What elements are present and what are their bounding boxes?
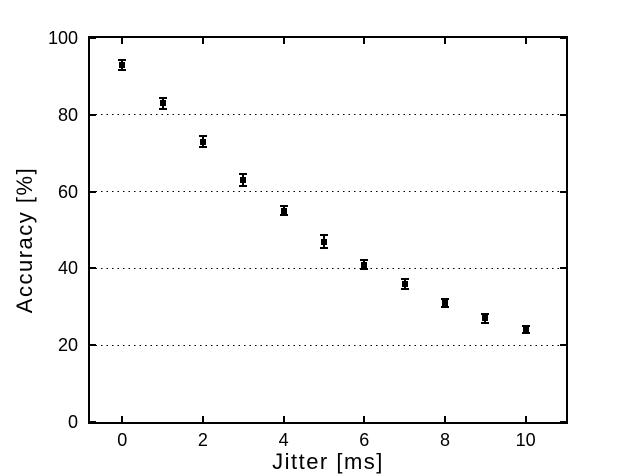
x-axis-label: Jitter [ms]	[272, 449, 384, 474]
y-tick-left	[90, 344, 96, 347]
error-bar-cap-top	[158, 96, 167, 99]
y-tick-left	[90, 190, 96, 193]
x-tick-bottom	[282, 416, 285, 422]
x-tick-top	[524, 38, 527, 44]
y-tick-label: 100	[47, 28, 78, 48]
error-bar-cap-bottom	[481, 321, 490, 324]
x-tick-top	[363, 38, 366, 44]
error-bar-cap-top	[481, 312, 490, 315]
error-bar-cap-top	[198, 135, 207, 138]
error-bar-cap-bottom	[118, 68, 127, 71]
marker-square	[240, 177, 247, 184]
x-tick-bottom	[524, 416, 527, 422]
gridline-y-20	[90, 344, 566, 346]
gridline-y-80	[90, 114, 566, 116]
marker-square	[482, 315, 489, 322]
error-bar-cap-top	[360, 258, 369, 261]
gridline-y-60	[90, 191, 566, 193]
error-bar-cap-bottom	[158, 108, 167, 111]
x-tick-bottom	[363, 416, 366, 422]
error-bar-cap-bottom	[440, 305, 449, 308]
marker-square	[119, 61, 126, 68]
x-tick-label: 4	[278, 430, 289, 450]
x-tick-bottom	[201, 416, 204, 422]
error-bar-cap-top	[400, 277, 409, 280]
x-tick-top	[201, 38, 204, 44]
y-tick-left	[90, 37, 96, 39]
error-bar-cap-bottom	[279, 214, 288, 217]
y-tick-label: 40	[57, 258, 78, 279]
x-tick-bottom	[443, 416, 446, 422]
x-tick-top	[443, 38, 446, 44]
x-tick-top	[282, 38, 285, 44]
y-tick-right	[560, 344, 566, 347]
y-tick-right	[560, 113, 566, 116]
error-bar-cap-bottom	[521, 332, 530, 335]
y-tick-label: 60	[57, 181, 78, 202]
y-tick-right	[560, 421, 566, 423]
marker-square	[320, 238, 327, 245]
error-bar-cap-top	[279, 205, 288, 208]
marker-square	[199, 138, 206, 145]
error-bar-cap-bottom	[239, 185, 248, 188]
marker-square	[522, 326, 529, 333]
error-bar-cap-bottom	[198, 146, 207, 149]
x-tick-label: 0	[117, 430, 128, 450]
x-tick-top	[121, 38, 124, 44]
x-tick-label: 10	[515, 430, 536, 450]
gridline-y-40	[90, 267, 566, 269]
y-tick-label: 20	[57, 335, 78, 356]
plot-area	[88, 36, 568, 424]
error-bar-cap-top	[319, 234, 328, 237]
x-tick-label: 8	[439, 430, 450, 450]
marker-square	[361, 261, 368, 268]
error-bar-cap-top	[118, 58, 127, 61]
y-tick-right	[560, 190, 566, 193]
y-tick-left	[90, 113, 96, 116]
error-bar-cap-bottom	[360, 268, 369, 271]
marker-square	[401, 280, 408, 287]
marker-square	[159, 100, 166, 107]
y-tick-label: 80	[57, 104, 78, 125]
marker-square	[441, 299, 448, 306]
y-tick-left	[90, 267, 96, 270]
y-tick-left	[90, 421, 96, 423]
y-tick-right	[560, 267, 566, 270]
error-bar-cap-top	[239, 172, 248, 175]
x-tick-bottom	[121, 416, 124, 422]
y-tick-label: 0	[67, 412, 78, 432]
error-bar-cap-top	[521, 325, 530, 328]
y-tick-right	[560, 37, 566, 39]
x-tick-label: 6	[359, 430, 370, 450]
x-tick-label: 2	[197, 430, 208, 450]
error-bar-cap-top	[440, 298, 449, 301]
error-bar-cap-bottom	[319, 246, 328, 249]
error-bar-cap-bottom	[400, 287, 409, 290]
marker-square	[280, 207, 287, 214]
